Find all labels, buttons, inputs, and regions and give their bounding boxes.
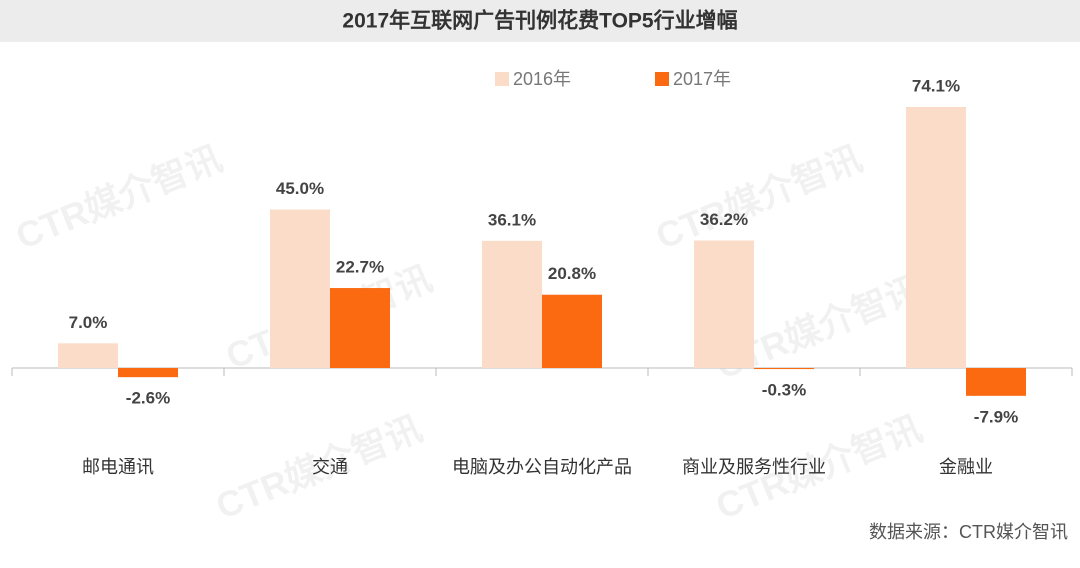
watermark: CTR媒介智讯 [10, 137, 227, 257]
bar [906, 107, 966, 368]
x-tick-label: 交通 [312, 457, 348, 477]
x-tick-label: 电脑及办公自动化产品 [452, 457, 632, 477]
watermark: CTR媒介智讯 [650, 137, 867, 257]
x-tick-label: 商业及服务性行业 [682, 457, 826, 477]
chart-title: 2017年互联网广告刊例花费TOP5行业增幅 [342, 9, 737, 33]
value-label: 45.0% [276, 179, 324, 198]
value-label: 20.8% [548, 264, 596, 283]
legend-swatch [655, 72, 669, 86]
x-tick-label: 邮电通讯 [82, 457, 154, 477]
bar [966, 368, 1026, 396]
bar [58, 343, 118, 368]
bar [694, 240, 754, 368]
x-tick-label: 金融业 [939, 457, 993, 477]
source-note: 数据来源：CTR媒介智讯 [869, 522, 1068, 542]
value-label: 7.0% [69, 313, 108, 332]
value-label: 36.2% [700, 210, 748, 229]
value-label: 36.1% [488, 210, 536, 229]
value-label: -7.9% [974, 407, 1018, 426]
bar [330, 288, 390, 368]
value-label: 22.7% [336, 258, 384, 277]
bar [482, 240, 542, 368]
bar [270, 209, 330, 368]
value-label: -0.3% [762, 381, 806, 400]
value-label: 74.1% [912, 76, 960, 95]
legend-label: 2017年 [673, 69, 731, 89]
bar [754, 368, 814, 370]
legend-swatch [495, 72, 509, 86]
bar [118, 368, 178, 378]
bar [542, 294, 602, 368]
value-label: -2.6% [126, 389, 170, 408]
legend-label: 2016年 [513, 69, 571, 89]
title-band [0, 0, 1080, 42]
